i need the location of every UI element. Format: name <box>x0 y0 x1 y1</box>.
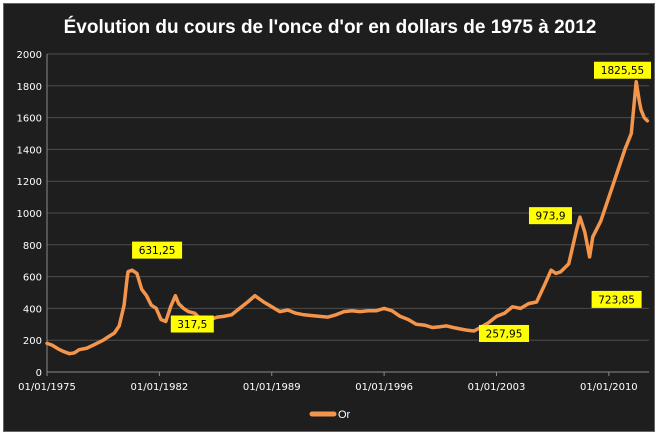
y-tick-label: 200 <box>23 336 42 347</box>
callout-box <box>528 207 572 225</box>
callout-label: 257,95 <box>486 328 523 340</box>
callout-layer: 631,25 317,5 257,95 973,9 723,85 1825,55 <box>132 61 651 342</box>
y-tick-label: 1000 <box>17 209 42 220</box>
chart-svg: Évolution du cours de l'once d'or en dol… <box>17 16 651 421</box>
x-tick-label: 01/01/1975 <box>18 382 76 393</box>
series-line-0 <box>45 79 650 356</box>
series-layer <box>45 79 650 356</box>
x-tick-label: 01/01/1989 <box>243 382 301 393</box>
grid-layer <box>46 53 649 373</box>
x-tick-label: 01/01/2010 <box>580 382 638 393</box>
chart-title: Évolution du cours de l'once d'or en dol… <box>64 16 597 38</box>
legend: Or <box>309 409 351 421</box>
callout-box <box>479 324 530 342</box>
y-tick-label: 0 <box>36 368 42 379</box>
callout-box <box>594 61 651 79</box>
y-tick-label: 1800 <box>17 82 42 93</box>
callout-label: 1825,55 <box>601 65 644 77</box>
y-tick-label: 600 <box>23 273 42 284</box>
callout-box <box>170 315 214 333</box>
y-tick-label: 800 <box>23 241 42 252</box>
data-callout: 631,25 <box>132 241 183 259</box>
x-tick-label: 01/01/1982 <box>131 382 189 393</box>
data-callout: 317,5 <box>170 315 214 333</box>
y-axis-ticks: 0 200 400 600 800 1000 1200 1400 1600 1800 2000 <box>17 50 42 379</box>
callout-box <box>132 241 183 259</box>
data-callout: 257,95 <box>479 324 530 342</box>
x-tick-label: 01/01/2003 <box>468 382 526 393</box>
chart-frame: Évolution du cours de l'once d'or en dol… <box>3 3 655 432</box>
callout-label: 631,25 <box>139 245 176 257</box>
x-tick-label: 01/01/1996 <box>355 382 413 393</box>
data-callout: 723,85 <box>591 290 642 308</box>
data-callout: 1825,55 <box>594 61 651 79</box>
y-tick-label: 1200 <box>17 177 42 188</box>
legend-label: Or <box>338 409 351 421</box>
y-tick-label: 1400 <box>17 145 42 156</box>
y-tick-label: 400 <box>23 304 42 315</box>
x-axis-ticks: 01/01/1975 01/01/1982 01/01/1989 01/01/1996… <box>18 372 638 393</box>
callout-label: 723,85 <box>598 294 635 306</box>
data-callout: 973,9 <box>528 207 572 225</box>
y-tick-label: 2000 <box>17 50 42 61</box>
callout-label: 973,9 <box>535 211 565 223</box>
y-tick-label: 1600 <box>17 114 42 125</box>
callout-box <box>591 290 642 308</box>
callout-label: 317,5 <box>177 319 207 331</box>
